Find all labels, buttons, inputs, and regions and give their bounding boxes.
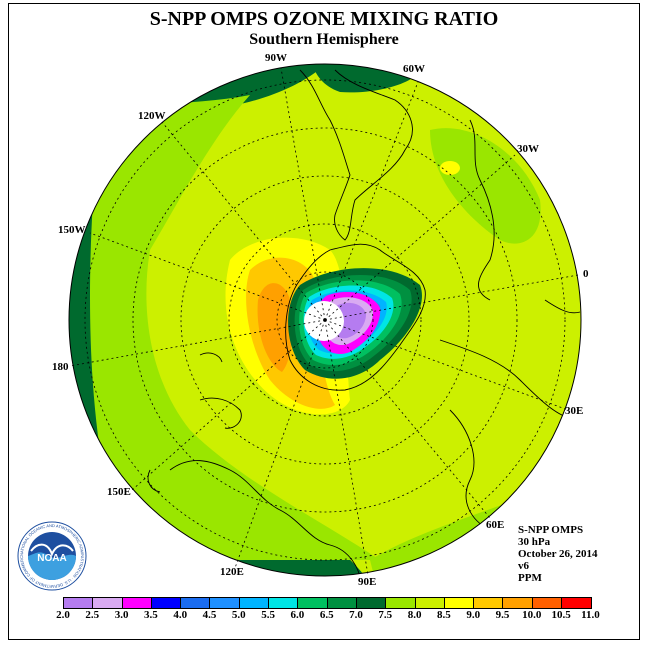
colorbar-tick-label: 3.5: [144, 609, 158, 621]
info-units: PPM: [518, 572, 542, 584]
lon-label-60w: 60W: [403, 63, 425, 75]
colorbar-swatch: [532, 598, 563, 608]
field-7.5-8-west: [90, 95, 380, 560]
colorbar-swatch: [474, 598, 504, 608]
colorbar-swatch: [327, 598, 357, 608]
colorbar-tick-label: 8.0: [407, 609, 422, 621]
colorbar-tick-label: 3.0: [114, 609, 129, 621]
colorbar-swatch: [298, 598, 328, 608]
colorbar-swatch: [210, 598, 240, 608]
colorbar-swatch: [503, 598, 533, 608]
colorbar-tick-label: 8.5: [437, 609, 451, 621]
colorbar-swatch: [444, 598, 475, 608]
colorbar-tick-label: 6.5: [319, 609, 334, 621]
patch-8.5-small: [440, 161, 460, 175]
colorbar-swatch: [122, 598, 152, 608]
info-pressure: 30 hPa: [518, 536, 551, 548]
colorbar: [63, 597, 593, 609]
colorbar-swatch: [415, 598, 445, 608]
patch-8-north: [290, 115, 370, 165]
figure-frame: [8, 3, 640, 640]
field-9.5-10: [257, 283, 293, 372]
lon-label-30w: 30W: [517, 143, 539, 155]
colorbar-swatch: [356, 598, 387, 608]
colorbar-tick-label: 4.0: [173, 609, 188, 621]
colorbar-tick-label: 10.5: [551, 609, 571, 621]
lon-label-120w: 120W: [138, 110, 166, 122]
noaa-logo: NOAA NATIONAL OCEANIC AND ATMOSPHERIC AD…: [16, 517, 87, 591]
lon-label-150e: 150E: [107, 486, 131, 498]
colorbar-tick-label: 2.0: [56, 609, 70, 621]
field-7.5-8-northeast: [430, 128, 541, 244]
info-version: v6: [518, 560, 529, 572]
info-block: S-NPP OMPS 30 hPa October 26, 2014 v6 PP…: [518, 524, 598, 584]
colorbar-tick-label: 6.0: [290, 609, 305, 621]
colorbar-tick-label: 5.0: [231, 609, 246, 621]
lon-label-150w: 150W: [58, 224, 86, 236]
colorbar-swatch: [151, 598, 182, 608]
lon-label-30e: 30E: [565, 405, 584, 417]
colorbar-tick-label: 9.5: [495, 609, 510, 621]
colorbar-swatch: [181, 598, 211, 608]
colorbar-tick-label: 7.5: [378, 609, 393, 621]
colorbar-swatch: [93, 598, 123, 608]
lon-label-90e: 90E: [358, 576, 377, 588]
lon-label-120e: 120E: [220, 566, 244, 578]
lon-label-90w: 90W: [265, 52, 287, 64]
colorbar-tick-label: 7.0: [349, 609, 363, 621]
colorbar-swatch: [269, 598, 299, 608]
colorbar-tick-label: 5.5: [261, 609, 275, 621]
latitude-circles: [84, 79, 566, 561]
colorbar-tick-label: 2.5: [85, 609, 100, 621]
colorbar-swatch: [239, 598, 270, 608]
noaa-logo-text: NOAA: [37, 553, 66, 564]
coastlines: [147, 69, 581, 576]
map-subtitle: Southern Hemisphere: [249, 31, 399, 48]
lon-label-180: 180: [52, 361, 69, 373]
colorbar-tick-label: 11.0: [581, 609, 600, 621]
info-date: October 26, 2014: [518, 548, 598, 560]
lon-label-60e: 60E: [486, 519, 505, 531]
map-boundary: [68, 63, 582, 577]
info-satellite: S-NPP OMPS: [518, 524, 584, 536]
meridians: [69, 67, 579, 576]
colorbar-swatch: [386, 598, 416, 608]
colorbar-swatch: [562, 598, 592, 608]
colorbar-swatch: [64, 598, 94, 608]
colorbar-tick-label: 9.0: [466, 609, 481, 621]
colorbar-tick-label: 4.5: [202, 609, 217, 621]
map-title: S-NPP OMPS OZONE MIXING RATIO: [149, 8, 499, 30]
lon-label-0: 0: [583, 268, 589, 280]
colorbar-tick-label: 10.0: [522, 609, 542, 621]
